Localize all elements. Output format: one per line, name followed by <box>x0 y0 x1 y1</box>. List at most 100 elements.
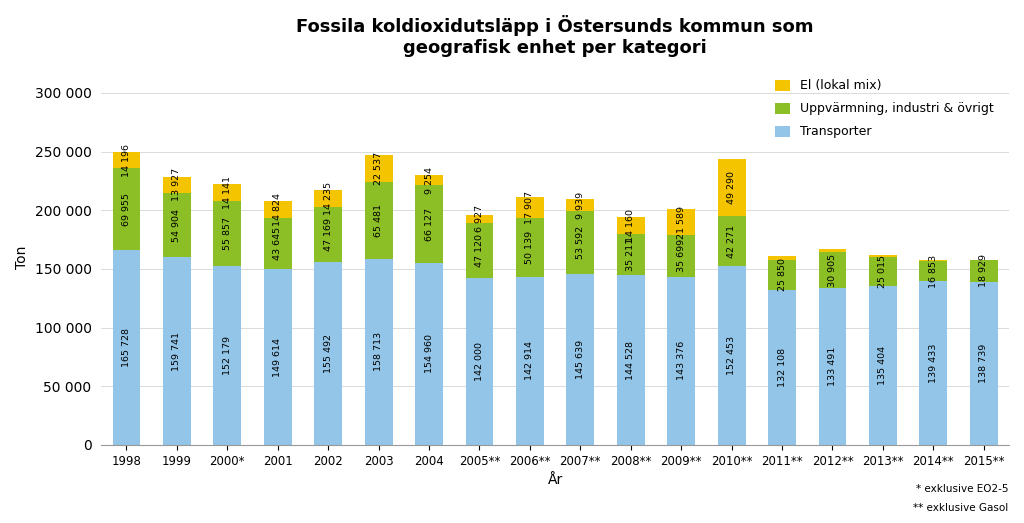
Text: 152 453: 152 453 <box>727 336 736 375</box>
Text: 143 376: 143 376 <box>677 341 686 380</box>
Text: 154 960: 154 960 <box>425 334 433 373</box>
Bar <box>213 201 242 266</box>
Bar <box>920 259 947 262</box>
Text: 25 015: 25 015 <box>879 255 888 288</box>
Bar <box>768 290 796 445</box>
Bar <box>314 190 342 207</box>
Bar <box>113 152 140 168</box>
Text: 158 713: 158 713 <box>374 332 383 371</box>
Bar <box>163 193 190 257</box>
Text: 69 955: 69 955 <box>122 193 131 226</box>
Text: 165 728: 165 728 <box>122 328 131 367</box>
Bar <box>415 175 443 186</box>
Text: 6 927: 6 927 <box>475 206 484 232</box>
Text: 30 905: 30 905 <box>828 254 837 287</box>
Bar <box>264 218 292 269</box>
Text: 142 000: 142 000 <box>475 342 484 381</box>
Bar <box>818 248 847 252</box>
Bar <box>163 177 190 193</box>
Text: 132 108: 132 108 <box>777 348 786 387</box>
Text: 22 537: 22 537 <box>374 152 383 185</box>
Text: 14 141: 14 141 <box>223 176 231 209</box>
Text: 139 433: 139 433 <box>929 343 938 383</box>
Text: 47 120: 47 120 <box>475 234 484 267</box>
Text: 18 929: 18 929 <box>979 255 988 288</box>
Text: 9 254: 9 254 <box>425 166 433 194</box>
Text: 13 927: 13 927 <box>172 168 181 201</box>
Bar <box>314 263 342 445</box>
Text: 155 492: 155 492 <box>324 334 333 373</box>
Text: 35 211: 35 211 <box>627 238 635 271</box>
Text: 16 853: 16 853 <box>929 255 938 288</box>
Bar <box>616 234 645 275</box>
Bar <box>113 251 140 445</box>
Text: 47 169: 47 169 <box>324 218 333 251</box>
Bar <box>616 275 645 445</box>
Text: 152 179: 152 179 <box>223 336 231 375</box>
Text: 144 528: 144 528 <box>627 340 635 380</box>
Legend: El (lokal mix), Uppvärmning, industri & övrigt, Transporter: El (lokal mix), Uppvärmning, industri & … <box>775 79 993 139</box>
Text: 55 857: 55 857 <box>223 217 231 250</box>
Text: 50 139: 50 139 <box>525 231 535 264</box>
Bar <box>113 168 140 251</box>
Bar <box>365 155 392 182</box>
Bar <box>264 201 292 218</box>
Bar <box>869 255 897 257</box>
Text: 145 639: 145 639 <box>575 340 585 379</box>
Text: 149 614: 149 614 <box>273 337 283 377</box>
Bar <box>415 263 443 445</box>
Bar <box>466 223 494 278</box>
Bar <box>869 286 897 445</box>
Text: 25 850: 25 850 <box>777 258 786 291</box>
Bar <box>768 259 796 290</box>
Text: 9 939: 9 939 <box>575 192 585 219</box>
Text: 133 491: 133 491 <box>828 347 837 386</box>
Bar <box>566 211 594 274</box>
Text: 35 699: 35 699 <box>677 239 686 272</box>
Bar <box>566 274 594 445</box>
Text: 42 271: 42 271 <box>727 225 736 258</box>
Text: 142 914: 142 914 <box>525 342 535 381</box>
Bar <box>264 269 292 445</box>
Bar <box>718 266 745 445</box>
Y-axis label: Ton: Ton <box>15 245 29 269</box>
Text: 49 290: 49 290 <box>727 171 736 204</box>
Bar <box>718 158 745 217</box>
Text: 14 196: 14 196 <box>122 143 131 177</box>
Bar <box>466 215 494 223</box>
Bar <box>970 282 997 445</box>
Bar <box>163 257 190 445</box>
Text: 43 645: 43 645 <box>273 227 283 260</box>
Text: * exklusive EO2-5: * exklusive EO2-5 <box>916 484 1009 494</box>
Bar <box>818 288 847 445</box>
Title: Fossila koldioxidutsläpp i Östersunds kommun som
geografisk enhet per kategori: Fossila koldioxidutsläpp i Östersunds ko… <box>296 15 814 57</box>
Bar <box>213 184 242 201</box>
Bar <box>920 281 947 445</box>
Bar <box>970 260 997 282</box>
Bar <box>668 277 695 445</box>
Bar <box>213 266 242 445</box>
Text: 14 160: 14 160 <box>627 209 635 242</box>
Bar <box>869 257 897 286</box>
Text: 14 235: 14 235 <box>324 182 333 215</box>
Text: 17 907: 17 907 <box>525 191 535 224</box>
Bar <box>365 182 392 259</box>
Bar <box>365 259 392 445</box>
Bar <box>818 252 847 288</box>
Text: 66 127: 66 127 <box>425 208 433 241</box>
Text: 53 592: 53 592 <box>575 226 585 259</box>
Text: 54 904: 54 904 <box>172 209 181 242</box>
Text: 14 824: 14 824 <box>273 193 283 226</box>
Bar <box>314 207 342 263</box>
Bar <box>668 235 695 277</box>
Bar <box>668 209 695 235</box>
Bar <box>466 278 494 445</box>
Text: 159 741: 159 741 <box>172 332 181 371</box>
Text: 138 739: 138 739 <box>979 344 988 383</box>
Bar <box>566 199 594 211</box>
X-axis label: År: År <box>548 473 563 487</box>
Bar <box>768 256 796 259</box>
Bar <box>415 186 443 263</box>
Bar <box>516 197 544 219</box>
Text: 21 589: 21 589 <box>677 206 686 238</box>
